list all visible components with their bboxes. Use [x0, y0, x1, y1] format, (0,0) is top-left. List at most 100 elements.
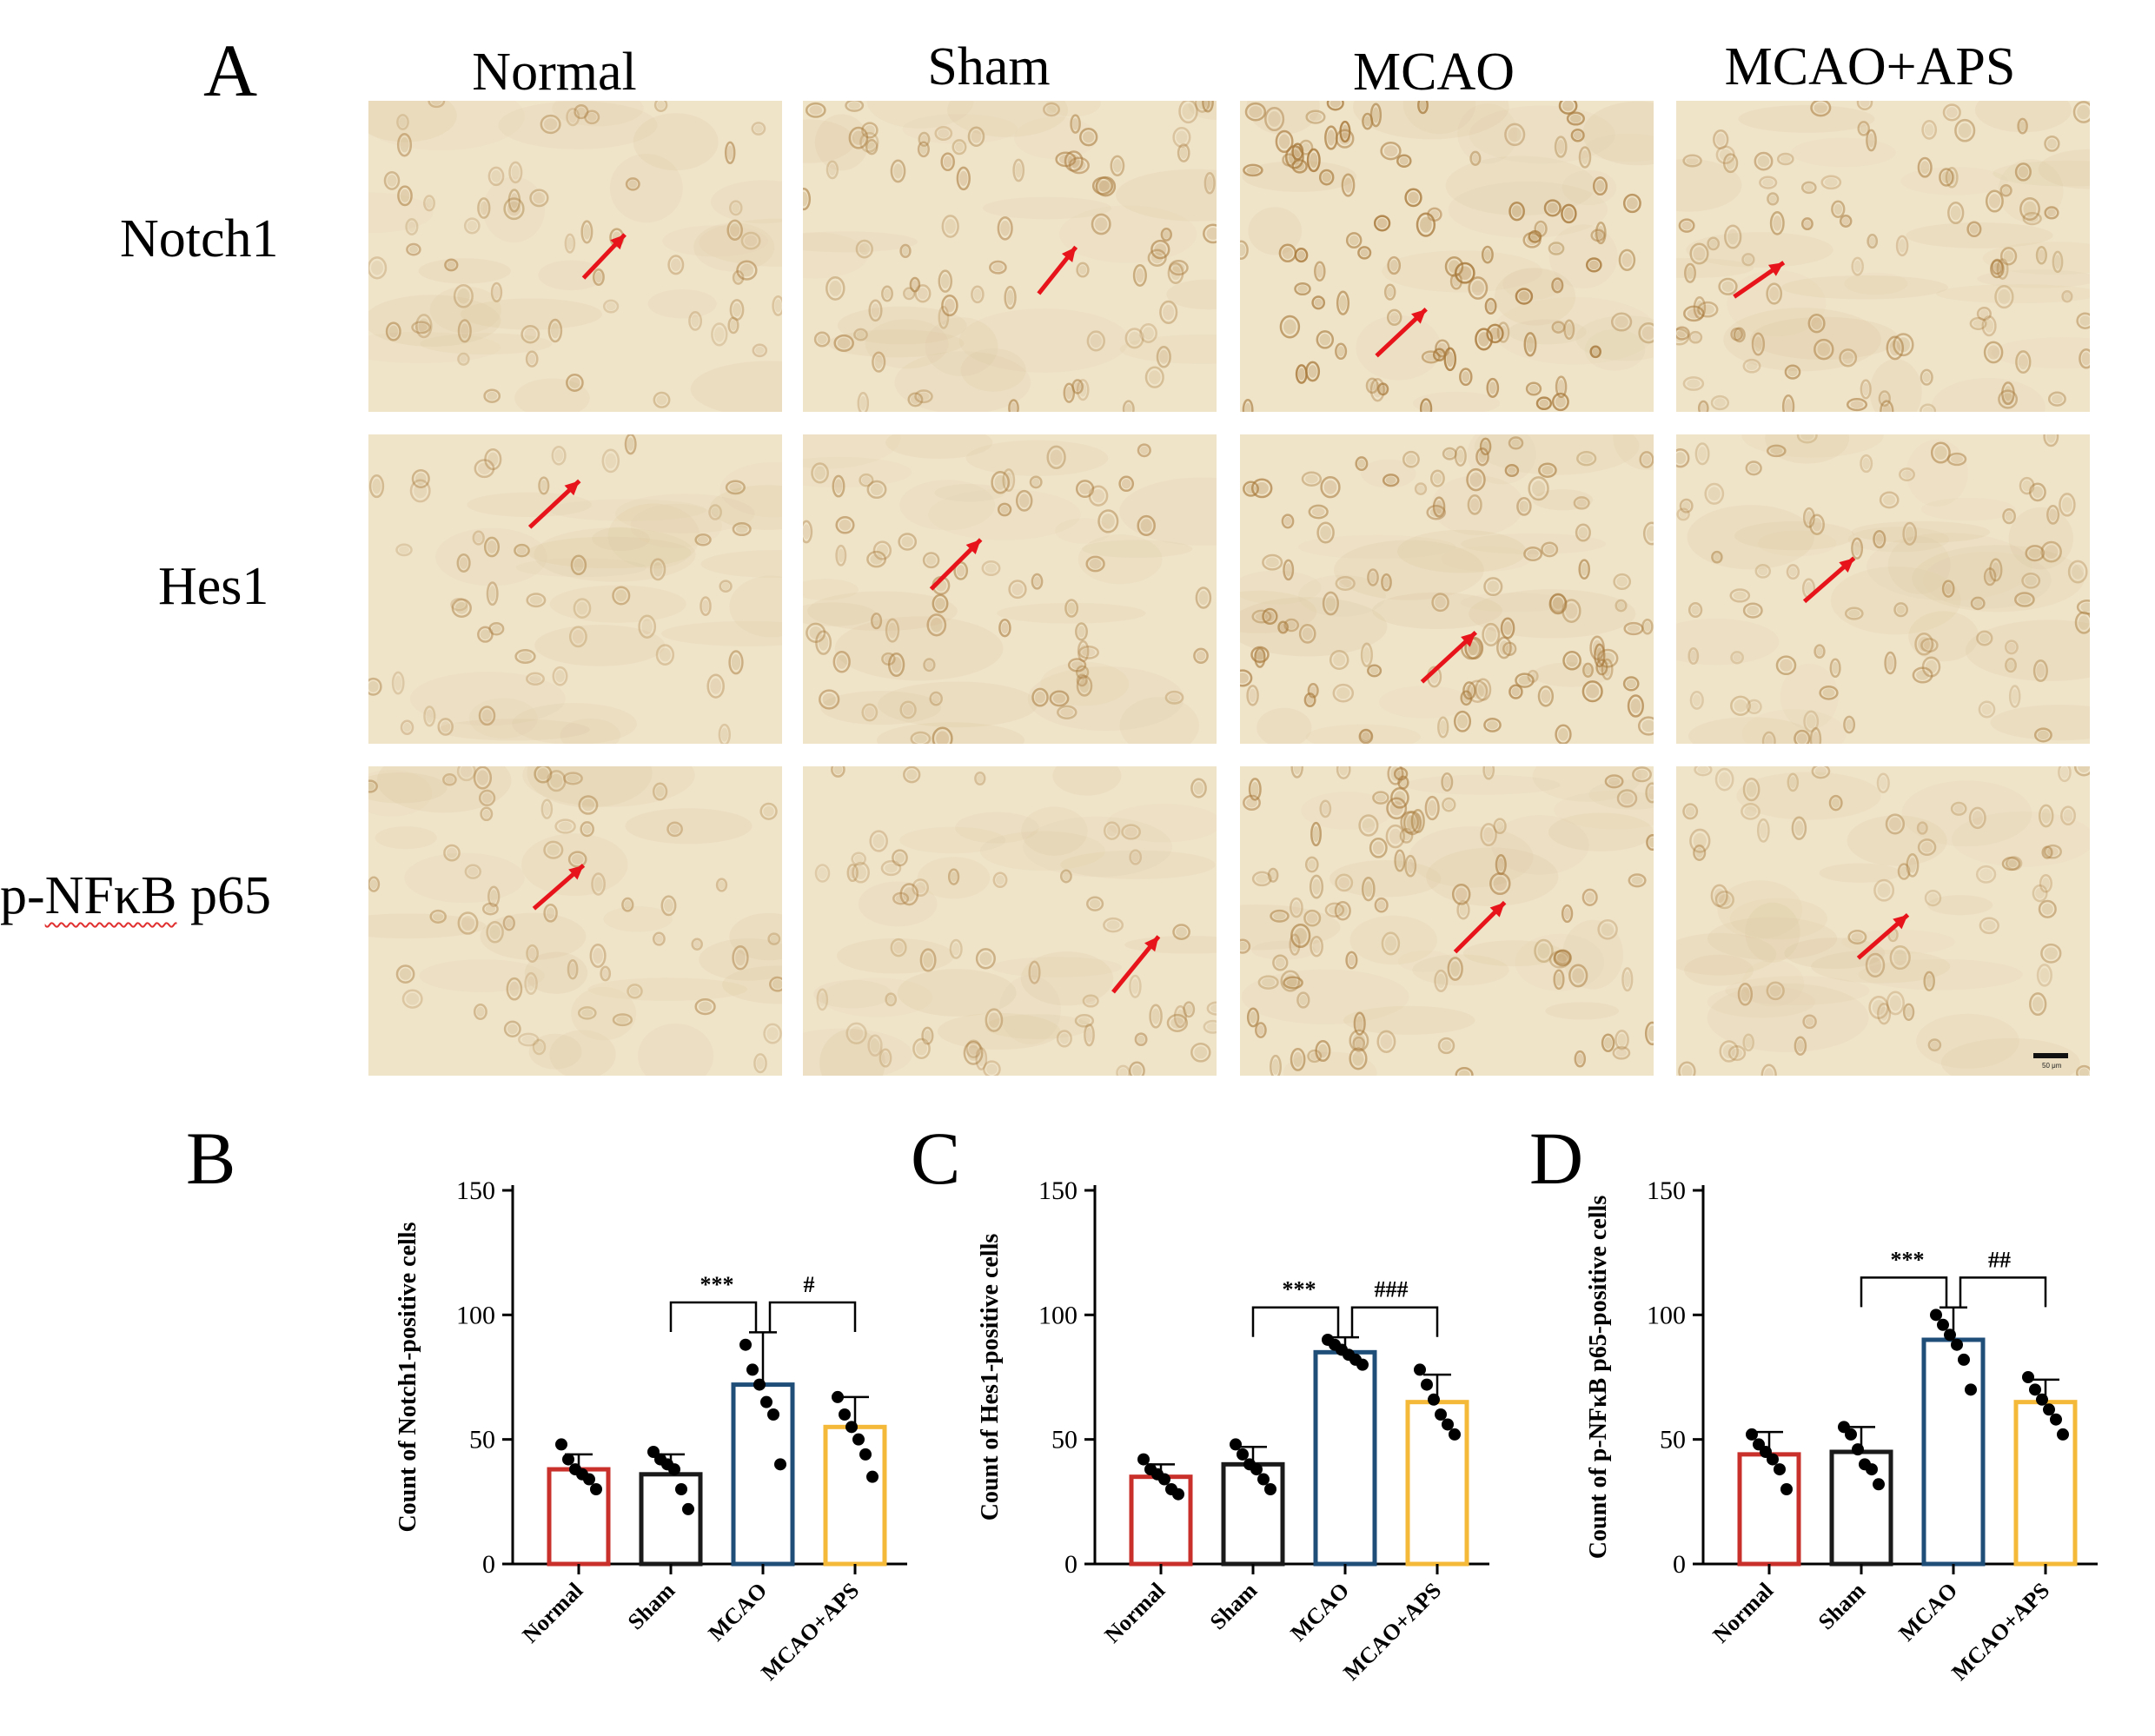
stained-cell-body [1735, 330, 1743, 340]
stained-cell-body [1095, 217, 1108, 231]
stained-cell [534, 766, 553, 784]
stained-cell-body [1806, 714, 1816, 729]
y-tick-label: 100 [456, 1301, 495, 1329]
stained-cell [2019, 196, 2040, 222]
tissue-texture [607, 503, 700, 569]
stained-cell-body [606, 301, 616, 311]
tissue-texture [1729, 898, 1828, 940]
stained-cell [2072, 101, 2090, 123]
x-tick-label: MCAO+APS [1338, 1578, 1446, 1686]
tissue-texture [1765, 434, 1849, 464]
stained-cell-body [1196, 651, 1206, 661]
stained-cell-body [985, 563, 998, 573]
stained-cell-body [602, 969, 609, 978]
stained-cell-body [903, 887, 915, 902]
stained-cell [1124, 328, 1144, 349]
tissue-texture [1055, 518, 1111, 544]
stained-cell [2076, 600, 2090, 615]
stained-cell-body [1299, 995, 1308, 1005]
stained-cell-body [978, 1051, 985, 1067]
data-point [1930, 1309, 1942, 1322]
stained-cell-body [1597, 225, 1604, 241]
stained-cell [1195, 586, 1212, 609]
stained-cell-body [664, 898, 673, 912]
stained-cell-body [2072, 564, 2085, 580]
stained-cell-body [1385, 476, 1396, 485]
stained-cell [1621, 967, 1634, 992]
stained-cell-body [819, 992, 826, 1007]
stained-cell [624, 434, 637, 455]
stained-cell-body [2041, 903, 2053, 915]
tissue-texture [937, 1012, 1061, 1050]
stained-cell [1447, 957, 1463, 981]
stained-cell [1954, 118, 1976, 142]
stained-cell-body [406, 992, 420, 1005]
stained-cell [1434, 969, 1449, 992]
tissue-texture [803, 434, 901, 469]
stained-cell-body [733, 302, 741, 317]
stained-cell [1076, 262, 1090, 278]
tissue-texture [955, 812, 1039, 844]
stained-cell [1645, 782, 1654, 804]
stained-cell [1451, 883, 1471, 905]
tissue-texture [1240, 590, 1317, 633]
stained-cell-body [1832, 661, 1839, 674]
stained-cell [1847, 929, 1867, 945]
stained-cell [907, 392, 924, 407]
tissue-texture [1974, 101, 2072, 133]
stained-cell [1742, 1033, 1754, 1052]
stained-cell-body [1693, 694, 1701, 706]
stained-cell-body [1905, 526, 1914, 541]
stained-cell-body [529, 595, 543, 605]
tissue-texture [1867, 533, 2032, 601]
tissue-texture [548, 499, 706, 521]
tissue-texture [1078, 534, 1163, 585]
stained-cell-body [2046, 138, 2057, 149]
stained-cell-body [669, 825, 680, 834]
stained-cell [947, 868, 960, 885]
stained-cell-body [1690, 650, 1697, 662]
tissue-texture [1356, 315, 1442, 381]
stained-cell [861, 703, 879, 722]
stained-cell [405, 218, 419, 235]
stained-cell-body [1131, 1064, 1143, 1076]
stained-cell [1334, 900, 1351, 921]
tissue-texture [435, 527, 547, 586]
stained-cell-body [408, 221, 416, 233]
stained-cell [1637, 716, 1654, 736]
stained-cell-body [1163, 304, 1175, 321]
stained-cell [1289, 933, 1301, 956]
stained-cell-body [822, 692, 836, 706]
stained-cell [1923, 971, 1935, 991]
stained-cell [1074, 1014, 1095, 1028]
stained-cell-body [887, 995, 895, 1004]
stained-cell [1541, 541, 1559, 558]
stained-cell [1496, 636, 1512, 659]
stained-cell [1878, 390, 1891, 407]
tissue-texture [603, 906, 673, 932]
y-axis-label: Count of p-NFκB p65-positive cells [1585, 1196, 1612, 1560]
stained-cell-body [482, 809, 491, 818]
stained-cell-body [766, 1027, 779, 1041]
stained-cell-body [505, 918, 513, 928]
stained-cell-body [1745, 1037, 1753, 1049]
stained-cell [391, 671, 405, 695]
stained-cell [845, 101, 865, 112]
stained-cell-body [1372, 107, 1380, 123]
stained-cell-body [1889, 817, 1901, 831]
tissue-texture [1492, 297, 1654, 365]
stained-cell [602, 299, 620, 314]
stained-cell [396, 132, 413, 157]
stained-cell-body [1578, 527, 1588, 539]
tissue-texture [534, 527, 696, 582]
stained-cell [480, 806, 494, 822]
stained-cell [554, 818, 576, 834]
stained-cell [1250, 646, 1270, 664]
stained-cell [1137, 443, 1151, 458]
stained-cell [540, 114, 561, 135]
tissue-texture [552, 101, 644, 127]
stained-cell [2028, 482, 2046, 502]
stained-cell-body [923, 952, 933, 968]
stained-cell [1486, 377, 1500, 398]
stained-cell [1828, 794, 1843, 812]
